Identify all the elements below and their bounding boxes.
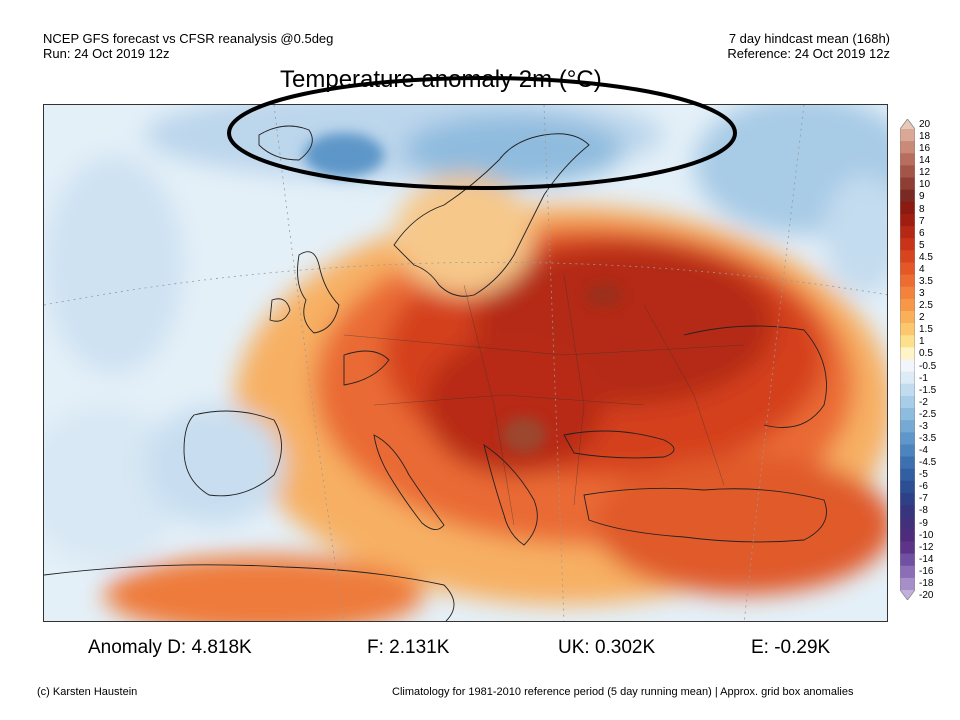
copyright: (c) Karsten Haustein <box>37 686 138 698</box>
colorbar-segment <box>900 408 915 421</box>
colorbar-segment <box>900 165 915 179</box>
colorbar-segment <box>900 420 915 433</box>
colorbar-segment <box>900 323 915 336</box>
colorbar-segment <box>900 456 915 470</box>
colorbar-segment <box>900 274 915 288</box>
colorbar-segment <box>900 541 915 555</box>
colorbar-tick-label: 6 <box>919 227 925 239</box>
colorbar-tick-label: -7 <box>919 493 928 505</box>
colorbar-tick-label: 3.5 <box>919 276 933 287</box>
colorbar-tick-label: 0.5 <box>919 348 933 360</box>
colorbar-tick-label: -0.5 <box>919 360 937 372</box>
colorbar-segment <box>900 250 915 263</box>
reference-time: Reference: 24 Oct 2019 12z <box>727 46 890 61</box>
colorbar-segment <box>900 505 915 518</box>
colorbar-tick-label: 1 <box>919 336 925 348</box>
hindcast-period: 7 day hindcast mean (168h) <box>728 31 890 46</box>
colorbar-segment <box>900 383 915 397</box>
colorbar-tick-label: -4 <box>919 445 928 457</box>
colorbar-tick-label: 7 <box>919 215 925 227</box>
colorbar-tick-label: -2 <box>919 396 928 408</box>
colorbar-segment <box>900 238 915 251</box>
colorbar-tick-label: -1 <box>919 372 928 384</box>
stat-e: E: -0.29K <box>751 637 831 658</box>
colorbar-tick-label: -4.5 <box>919 457 937 469</box>
colorbar-tick-label: -14 <box>919 553 934 565</box>
colorbar-segment <box>900 432 915 445</box>
colorbar-segment <box>900 298 915 312</box>
run-time: Run: 24 Oct 2019 12z <box>43 46 170 61</box>
colorbar-tick-label: -10 <box>919 529 934 541</box>
colorbar <box>899 118 916 601</box>
colorbar-tick-label: 10 <box>919 179 931 191</box>
model-description: NCEP GFS forecast vs CFSR reanalysis @0.… <box>43 31 334 46</box>
colorbar-segment <box>900 529 915 542</box>
colorbar-segment <box>900 226 915 239</box>
colorbar-tick-label: -6 <box>919 481 928 493</box>
colorbar-segment <box>900 310 915 324</box>
colorbar-tick-label: -20 <box>919 590 934 601</box>
colorbar-tick-label: -2.5 <box>919 408 937 420</box>
colorbar-segment <box>900 480 915 494</box>
colorbar-tick-label: 16 <box>919 143 931 155</box>
colorbar-graphic <box>899 118 916 601</box>
map-title: Temperature anomaly 2m (°C) <box>280 66 602 93</box>
colorbar-segment <box>900 189 915 203</box>
colorbar-segment <box>900 359 915 373</box>
colorbar-segment <box>900 347 915 360</box>
stat-uk: UK: 0.302K <box>558 637 656 658</box>
colorbar-tick-label: 9 <box>919 191 925 203</box>
colorbar-segment <box>900 444 915 458</box>
colorbar-tick-label: -3.5 <box>919 433 937 444</box>
colorbar-tick-label: 4.5 <box>919 251 933 263</box>
colorbar-tick-label: -8 <box>919 505 928 517</box>
stat-anomaly-d: Anomaly D: 4.818K <box>88 637 252 658</box>
colorbar-tick-label: -9 <box>919 517 928 529</box>
colorbar-segment <box>900 213 915 227</box>
colorbar-tick-label: 2 <box>919 312 925 324</box>
colorbar-segment <box>900 371 915 385</box>
colorbar-segment <box>900 468 915 482</box>
colorbar-segment <box>900 119 915 129</box>
colorbar-segment <box>900 286 915 300</box>
colorbar-tick-label: -5 <box>919 469 928 481</box>
colorbar-segment <box>900 553 915 567</box>
colorbar-tick-label: 2.5 <box>919 300 933 312</box>
colorbar-segment <box>900 395 915 409</box>
colorbar-segment <box>900 590 915 600</box>
colorbar-segment <box>900 153 915 166</box>
colorbar-tick-label: 3 <box>919 288 925 300</box>
colorbar-tick-label: -18 <box>919 577 934 589</box>
colorbar-tick-label: -12 <box>919 541 934 553</box>
colorbar-segment <box>900 335 915 348</box>
colorbar-segment <box>900 201 915 215</box>
colorbar-segment <box>900 129 915 142</box>
climatology-note: Climatology for 1981-2010 reference peri… <box>392 686 854 698</box>
colorbar-segment <box>900 177 915 191</box>
colorbar-tick-label: 8 <box>919 203 925 215</box>
anomaly-map-graphic <box>44 105 887 621</box>
header-right: 7 day hindcast mean (168h) Reference: 24… <box>727 31 890 61</box>
colorbar-tick-label: 14 <box>919 155 931 167</box>
colorbar-segment <box>900 262 915 276</box>
colorbar-segment <box>900 141 915 154</box>
colorbar-segment <box>900 492 915 506</box>
stat-f: F: 2.131K <box>367 637 450 658</box>
colorbar-tick-label: 18 <box>919 131 931 143</box>
colorbar-tick-label: -1.5 <box>919 384 937 396</box>
colorbar-tick-label: 4 <box>919 263 925 275</box>
colorbar-segment <box>900 577 915 591</box>
header-left: NCEP GFS forecast vs CFSR reanalysis @0.… <box>43 31 333 61</box>
colorbar-tick-label: 5 <box>919 239 925 251</box>
colorbar-tick-label: 1.5 <box>919 324 933 336</box>
colorbar-segment <box>900 517 915 530</box>
colorbar-tick-label: -16 <box>919 565 934 577</box>
colorbar-tick-label: 20 <box>919 119 931 130</box>
anomaly-map <box>43 104 888 622</box>
colorbar-segment <box>900 565 915 579</box>
colorbar-tick-label: 12 <box>919 167 931 179</box>
colorbar-tick-label: -3 <box>919 420 928 432</box>
